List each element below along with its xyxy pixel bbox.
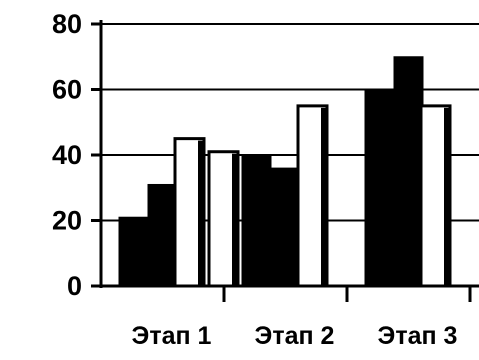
y-tick-labels: 0 20 40 60 80 [52, 9, 101, 301]
bar [147, 183, 178, 287]
y-tick-label: 80 [52, 9, 82, 39]
x-category-label: Этап 3 [378, 322, 458, 350]
x-category-label: Этап 1 [132, 322, 212, 350]
bar-edge-shade [232, 153, 237, 286]
x-tick-marks [222, 286, 472, 302]
bar [118, 216, 149, 287]
y-tick-label: 60 [52, 75, 82, 105]
bar [270, 167, 301, 287]
bar-edge-shade [444, 107, 449, 286]
bar-edge-shade [198, 140, 203, 286]
bar [393, 56, 424, 287]
y-tick-label: 40 [52, 140, 82, 170]
bar [364, 89, 395, 287]
y-tick-label: 20 [52, 206, 82, 236]
bar [241, 154, 272, 287]
bar-edge-shade [321, 107, 326, 286]
y-tick-label: 0 [67, 271, 82, 301]
x-category-label: Этап 2 [255, 322, 335, 350]
x-category-labels: Этап 1 Этап 2 Этап 3 [132, 322, 458, 350]
bars [118, 56, 452, 288]
